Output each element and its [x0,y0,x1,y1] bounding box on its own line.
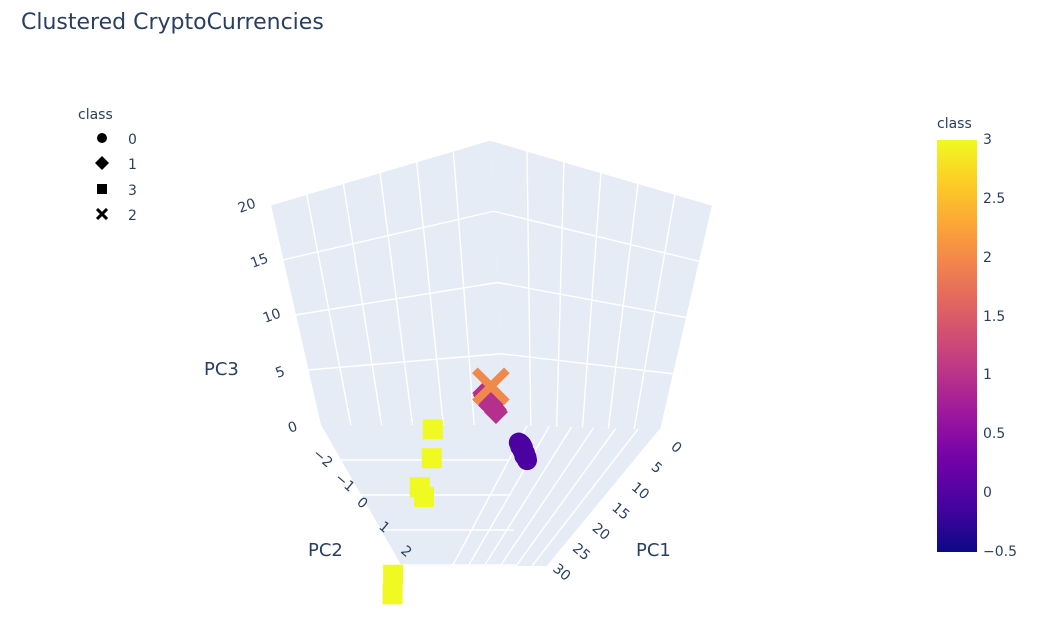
legend-item-class-0[interactable]: 0 [78,127,137,153]
class-3-point[interactable] [382,584,403,605]
colorbar-tick: 1 [983,367,992,384]
pc2-pc3-wall [270,140,505,425]
pc1-tick-label: 5 [648,459,665,477]
colorbar-tick: 3 [983,132,992,148]
pc1-tick-label: 10 [628,479,652,503]
class-3-point[interactable] [413,487,434,508]
colorbar-title: class [937,116,972,132]
pc1-tick-label: 30 [549,561,573,585]
class-0-point[interactable] [517,450,538,471]
pc1-axis-line [546,429,661,566]
class-3-point[interactable] [422,419,443,440]
class-3-point[interactable] [421,448,442,469]
legend-label: 3 [128,182,137,199]
colorbar-tick: 2 [983,249,992,266]
class-2-point[interactable] [472,367,510,406]
class-1-point[interactable] [478,393,503,418]
pc3-axis-line [269,204,321,426]
pc2-axis-line [319,424,402,566]
legend-label: 1 [128,157,137,174]
x-icon [92,208,112,224]
legend-label: 0 [128,131,137,148]
diamond-icon [92,156,112,174]
pc3-tick-label: 5 [273,364,287,382]
pc3-tick-label: 0 [286,419,300,437]
legend-item-class-2[interactable]: 2 [78,204,137,230]
pc2-tick-label: −2 [309,446,335,472]
legend: class 0 1 3 2 [78,107,137,229]
pc1-axis-title: PC1 [636,540,671,561]
class-3-point[interactable] [383,564,404,585]
legend-item-class-1[interactable]: 1 [78,153,137,179]
data-points [382,367,538,605]
legend-title: class [78,107,113,123]
square-icon [92,183,112,199]
circle-icon [92,132,112,148]
pc3-tick-label: 20 [236,196,258,217]
legend-label: 2 [128,208,137,225]
pc1-tick-label: 0 [667,439,684,457]
pc2-axis-title: PC2 [308,540,343,561]
grid-lines [269,139,713,566]
colorbar-tick: 1.5 [983,308,1006,325]
pc3-axis-title: PC3 [204,359,239,380]
colorbar [937,140,977,552]
pc3-tick-label: 10 [261,306,283,327]
colorbar-tick: 2.5 [983,190,1006,207]
colorbar-tick: 0.5 [983,426,1006,443]
pc1-tick-label: 25 [569,540,593,564]
colorbar-tick: −0.5 [983,544,1017,560]
colorbar-tick: 0 [983,485,992,502]
pc3-tick-label: 15 [248,251,270,272]
pc1-pc3-wall [490,140,712,430]
legend-item-class-3[interactable]: 3 [78,178,137,204]
chart-title: Clustered CryptoCurrencies [21,10,324,35]
pc1-tick-label: 20 [589,520,613,544]
pc1-tick-label: 15 [608,500,632,524]
